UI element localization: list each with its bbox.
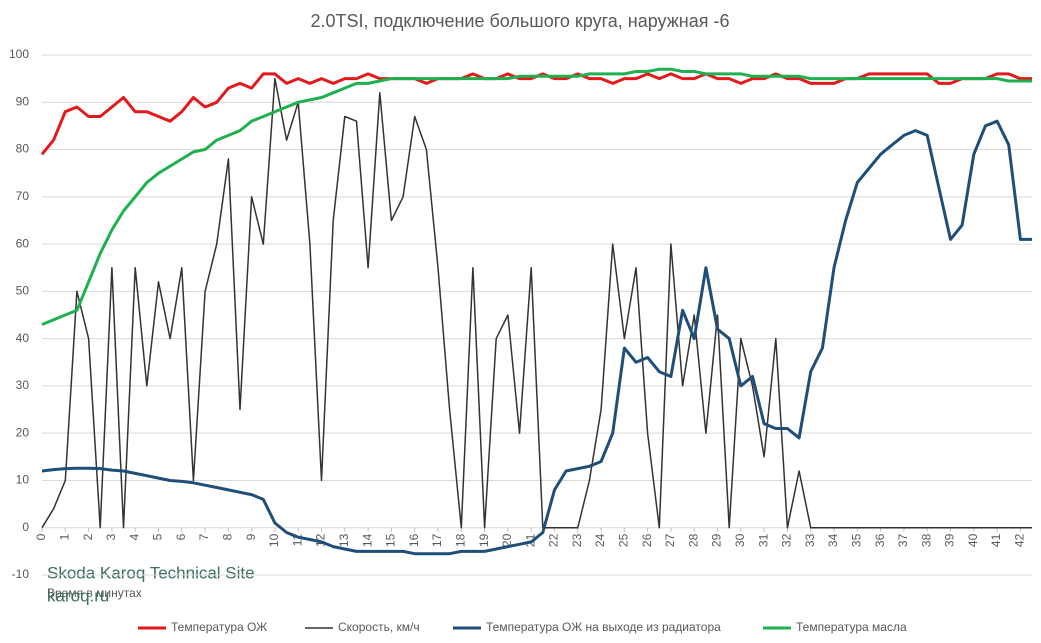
series-line bbox=[41, 119, 1032, 556]
x-tick-label: 14 bbox=[360, 533, 374, 547]
x-tick-label: 16 bbox=[407, 533, 421, 547]
y-tick-label: 10 bbox=[16, 473, 30, 487]
series-line bbox=[40, 72, 1032, 156]
x-tick-label: 35 bbox=[849, 533, 863, 547]
x-tick-label: 0 bbox=[34, 533, 48, 540]
x-tick-label: 31 bbox=[756, 533, 770, 547]
legend-label: Скорость, км/ч bbox=[338, 620, 420, 634]
x-tick-label: 40 bbox=[966, 533, 980, 547]
x-tick-label: 36 bbox=[873, 533, 887, 547]
x-tick-label: 4 bbox=[127, 533, 141, 540]
x-tick-label: 17 bbox=[430, 533, 444, 547]
x-tick-label: 2 bbox=[81, 533, 95, 540]
y-tick-label: 0 bbox=[22, 520, 29, 534]
y-tick-label: 60 bbox=[16, 236, 30, 250]
y-tick-label: 90 bbox=[16, 94, 30, 108]
y-tick-label: 70 bbox=[16, 189, 30, 203]
x-tick-label: 26 bbox=[640, 533, 654, 547]
y-tick-label: -10 bbox=[12, 567, 30, 581]
x-tick-label: 8 bbox=[221, 533, 235, 540]
x-tick-label: 9 bbox=[244, 533, 258, 540]
x-tick-label: 3 bbox=[104, 533, 118, 540]
x-tick-label: 22 bbox=[547, 533, 561, 547]
y-tick-label: 20 bbox=[16, 425, 30, 439]
x-tick-label: 32 bbox=[780, 533, 794, 547]
chart-title: 2.0TSI, подключение большого круга, нару… bbox=[311, 11, 730, 31]
watermark: karoq.ru bbox=[47, 586, 109, 605]
series-line bbox=[41, 77, 1032, 529]
x-tick-label: 18 bbox=[453, 533, 467, 547]
y-tick-label: 40 bbox=[16, 331, 30, 345]
x-tick-label: 42 bbox=[1013, 533, 1027, 547]
x-tick-label: 1 bbox=[57, 533, 71, 540]
x-tick-label: 29 bbox=[710, 533, 724, 547]
legend-label: Температура ОЖ на выходе из радиатора bbox=[486, 620, 721, 634]
watermark: Skoda Karoq Technical Site bbox=[47, 563, 255, 582]
legend-label: Температура ОЖ bbox=[171, 620, 267, 634]
y-tick-label: 80 bbox=[16, 142, 30, 156]
series-line bbox=[41, 67, 1032, 326]
x-tick-label: 33 bbox=[803, 533, 817, 547]
x-tick-label: 7 bbox=[197, 533, 211, 540]
x-tick-label: 27 bbox=[663, 533, 677, 547]
x-tick-label: 28 bbox=[686, 533, 700, 547]
x-tick-label: 25 bbox=[617, 533, 631, 547]
x-tick-label: 6 bbox=[174, 533, 188, 540]
x-tick-label: 20 bbox=[500, 533, 514, 547]
x-tick-label: 10 bbox=[267, 533, 281, 547]
x-axis-title: Время в минутах bbox=[47, 586, 142, 600]
x-tick-label: 19 bbox=[477, 533, 491, 547]
legend-label: Температура масла bbox=[796, 620, 907, 634]
y-tick-label: 50 bbox=[16, 284, 30, 298]
x-tick-label: 5 bbox=[151, 533, 165, 540]
x-tick-label: 23 bbox=[570, 533, 584, 547]
x-tick-label: 37 bbox=[896, 533, 910, 547]
x-tick-label: 24 bbox=[593, 533, 607, 547]
y-tick-label: 30 bbox=[16, 378, 30, 392]
x-tick-label: 30 bbox=[733, 533, 747, 547]
x-tick-label: 15 bbox=[384, 533, 398, 547]
y-tick-label: 100 bbox=[9, 47, 29, 61]
x-tick-label: 13 bbox=[337, 533, 351, 547]
x-tick-label: 41 bbox=[989, 533, 1003, 547]
x-tick-label: 34 bbox=[826, 533, 840, 547]
x-tick-label: 39 bbox=[943, 533, 957, 547]
x-tick-label: 38 bbox=[919, 533, 933, 547]
